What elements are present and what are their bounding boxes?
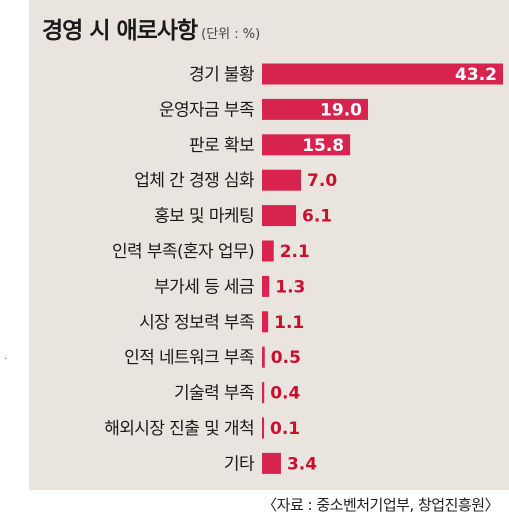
category-label: 인력 부족(혼자 업무)	[112, 242, 254, 262]
value-label: 3.4	[287, 454, 317, 474]
category-label: 판로 확보	[189, 136, 254, 156]
value-label: 6.1	[302, 207, 332, 227]
category-label: 홍보 및 마케팅	[154, 207, 254, 227]
category-label: 인적 네트워크 부족	[124, 348, 254, 368]
value-label: 19.0	[320, 100, 362, 120]
category-label: 부가세 등 세금	[154, 277, 254, 297]
bar	[262, 98, 368, 120]
category-label: 기술력 부족	[174, 384, 254, 404]
category-label: 경기 불황	[189, 65, 254, 85]
source-note: 〈자료 : 중소벤처기업부, 창업진흥원〉	[262, 496, 499, 514]
category-label: 해외시장 진출 및 개척	[104, 419, 254, 439]
decorative-dot: ·	[4, 354, 8, 365]
bar	[262, 169, 302, 191]
value-label: 1.1	[274, 313, 304, 333]
bar	[262, 275, 270, 297]
bar	[262, 382, 265, 404]
bar	[262, 134, 351, 156]
bar	[262, 240, 274, 262]
bar	[262, 311, 269, 333]
chart-title: 경영 시 애로사항 (단위 : %)	[42, 11, 260, 45]
bar	[262, 346, 265, 368]
bar-chart: 경기 불황 43.2 운영자금 부족 19.0 판로 확보 15.8 업체 간 경쟁 심화 7…	[104, 63, 503, 474]
category-label: 운영자금 부족	[159, 100, 254, 120]
bar	[262, 417, 264, 439]
value-label: 15.8	[302, 136, 344, 156]
unit-label: (단위 : %)	[201, 27, 261, 42]
value-label: 1.3	[275, 277, 305, 297]
category-label: 업체 간 경쟁 심화	[134, 171, 255, 191]
value-label: 0.1	[270, 419, 300, 439]
value-label: 2.1	[280, 242, 310, 262]
category-label: 기타	[224, 454, 255, 474]
chart-title-text: 경영 시 애로사항	[42, 18, 198, 44]
bar	[262, 63, 503, 85]
value-label: 43.2	[455, 65, 497, 85]
bar	[262, 205, 297, 227]
value-label: 7.0	[307, 171, 337, 191]
bar	[262, 452, 281, 474]
value-label: 0.4	[270, 384, 300, 404]
value-label: 0.5	[271, 348, 301, 368]
category-label: 시장 정보력 부족	[139, 313, 254, 333]
